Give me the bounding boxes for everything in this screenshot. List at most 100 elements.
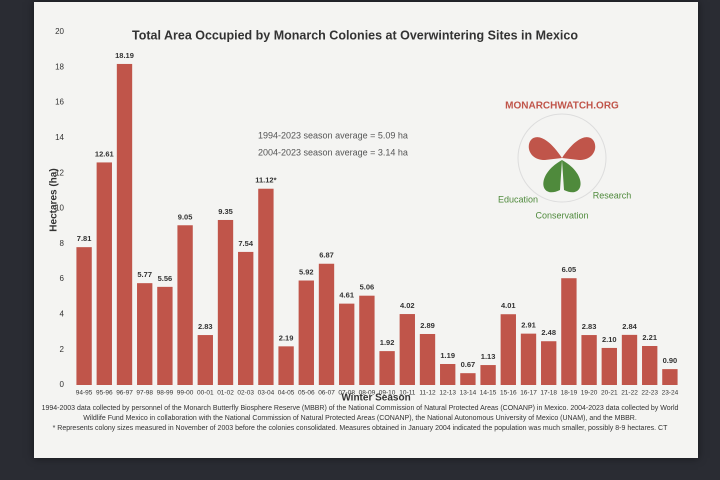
y-tick-label: 2 <box>60 345 65 354</box>
bar <box>157 286 173 385</box>
value-label: 9.05 <box>178 212 193 221</box>
value-label: 2.10 <box>602 335 617 344</box>
value-label: 1.13 <box>481 352 496 361</box>
x-tick-label: 12-13 <box>439 390 456 397</box>
x-tick-label: 21-22 <box>621 390 638 397</box>
value-label: 7.54 <box>238 239 253 248</box>
value-label: 7.81 <box>77 234 92 243</box>
value-label: 0.67 <box>461 360 476 369</box>
bar <box>217 219 234 385</box>
value-label: 5.92 <box>299 267 314 276</box>
bar <box>561 278 577 385</box>
value-label: 9.35 <box>218 207 233 216</box>
x-tick-label: 17-18 <box>540 390 557 397</box>
x-tick-label: 23-24 <box>662 390 679 397</box>
y-tick-label: 16 <box>55 98 64 107</box>
x-tick-label: 98-99 <box>157 390 174 397</box>
value-label: 2.19 <box>279 333 294 342</box>
x-tick-label: 03-04 <box>258 390 275 397</box>
bar <box>642 345 658 385</box>
x-axis-label: Winter Season <box>341 393 410 404</box>
bar <box>460 373 476 385</box>
x-tick-label: 05-06 <box>298 390 315 397</box>
chart-title: Total Area Occupied by Monarch Colonies … <box>132 28 578 42</box>
value-label: 1.92 <box>380 338 395 347</box>
x-tick-label: 96-97 <box>116 390 133 397</box>
x-tick-label: 22-23 <box>641 390 658 397</box>
bar <box>440 363 456 385</box>
bar <box>258 188 274 385</box>
bar <box>116 63 133 385</box>
bar <box>318 263 335 385</box>
x-tick-label: 11-12 <box>419 390 436 397</box>
y-tick-label: 18 <box>55 62 64 71</box>
value-label: 12.61 <box>95 149 114 158</box>
value-label: 11.12* <box>255 176 276 185</box>
value-label: 5.06 <box>360 283 375 292</box>
bar <box>662 369 678 385</box>
x-tick-label: 13-14 <box>460 390 477 397</box>
x-tick-label: 10-11 <box>399 390 416 397</box>
logo-text: Conservation <box>535 210 588 220</box>
y-tick-label: 0 <box>60 380 65 389</box>
bar <box>520 333 537 385</box>
x-tick-label: 14-15 <box>480 390 497 397</box>
value-label: 2.83 <box>198 322 213 331</box>
x-tick-label: 07-08 <box>338 390 355 397</box>
bar <box>480 365 496 385</box>
y-tick-label: 4 <box>60 310 65 319</box>
value-label: 2.89 <box>420 321 435 330</box>
bar <box>379 351 395 385</box>
footnote: * Represents colony sizes measured in No… <box>52 425 668 432</box>
value-label: 4.61 <box>339 291 354 300</box>
y-tick-label: 20 <box>55 27 64 36</box>
value-label: 4.01 <box>501 301 516 310</box>
bar <box>419 333 436 385</box>
value-label: 0.90 <box>663 356 678 365</box>
bar <box>278 346 294 385</box>
x-tick-label: 16-17 <box>520 390 537 397</box>
value-label: 6.05 <box>562 265 577 274</box>
x-tick-label: 94-95 <box>76 390 93 397</box>
value-label: 2.91 <box>521 321 536 330</box>
footnotes: 1994-2003 data collected by personnel of… <box>40 404 680 434</box>
x-tick-label: 04-05 <box>278 390 295 397</box>
x-tick-label: 18-19 <box>561 390 578 397</box>
value-label: 1.19 <box>440 351 455 360</box>
value-label: 6.87 <box>319 251 334 260</box>
bar <box>137 283 153 385</box>
logo-text: MONARCHWATCH.ORG <box>505 101 619 112</box>
y-tick-label: 10 <box>55 204 64 213</box>
value-label: 4.02 <box>400 301 415 310</box>
x-tick-label: 20-21 <box>601 390 618 397</box>
bar <box>500 314 516 385</box>
bar <box>601 347 617 385</box>
y-tick-label: 14 <box>55 133 64 142</box>
bar <box>339 303 355 385</box>
x-tick-label: 02-03 <box>237 390 254 397</box>
x-tick-label: 00-01 <box>197 390 214 397</box>
annotation: 1994-2023 season average = 5.09 ha <box>258 130 408 140</box>
value-label: 2.48 <box>541 328 556 337</box>
logo-wing <box>543 160 581 193</box>
x-tick-label: 01-02 <box>217 390 234 397</box>
x-tick-label: 09-10 <box>379 390 396 397</box>
y-tick-label: 6 <box>60 274 65 283</box>
bar <box>298 280 314 385</box>
x-tick-label: 99-00 <box>177 390 194 397</box>
logo-text: Research <box>593 190 632 200</box>
bar <box>177 225 193 385</box>
value-label: 2.21 <box>642 333 657 342</box>
bar <box>399 314 415 385</box>
bar <box>238 251 254 385</box>
bar <box>197 335 213 385</box>
y-tick-label: 12 <box>55 168 64 177</box>
x-tick-label: 97-98 <box>136 390 153 397</box>
x-tick-label: 95-96 <box>96 390 113 397</box>
footnote: 1994-2003 data collected by personnel of… <box>41 405 679 422</box>
bar <box>621 334 638 385</box>
x-tick-label: 08-09 <box>359 390 376 397</box>
value-label: 2.83 <box>582 322 597 331</box>
